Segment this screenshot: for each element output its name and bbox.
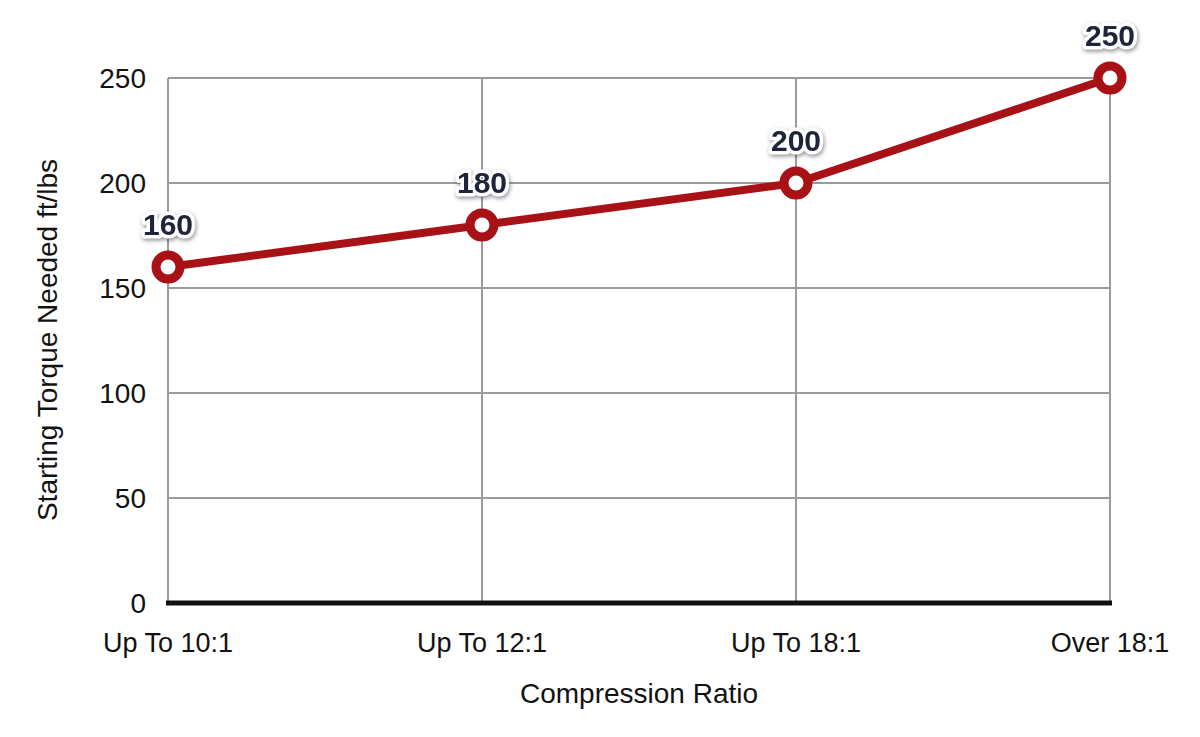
y-tick-label: 250 [99, 63, 146, 94]
data-point-label: 250 [1085, 19, 1135, 52]
data-point-marker [470, 213, 494, 237]
data-point-marker [156, 255, 180, 279]
torque-line-chart-page: 0 50 100 150 200 250 Up To 10:1 Up To 12:1 Up To… [0, 0, 1200, 737]
y-axis-title: Starting Torque Needed ft/lbs [32, 159, 64, 521]
data-point-marker [1098, 66, 1122, 90]
y-tick-label: 50 [115, 483, 146, 514]
y-tick-label: 100 [99, 378, 146, 409]
y-tick-label: 200 [99, 168, 146, 199]
data-point-marker [784, 171, 808, 195]
data-point-label: 160 [143, 208, 193, 241]
y-tick-label: 150 [99, 273, 146, 304]
series-line [168, 78, 1110, 267]
data-point-label: 200 [771, 124, 821, 157]
data-point-label: 180 [457, 166, 507, 199]
chart-svg: 0 50 100 150 200 250 Up To 10:1 Up To 12:1 Up To… [0, 0, 1200, 737]
y-tick-label: 0 [130, 588, 146, 619]
x-tick-label: Over 18:1 [1051, 628, 1170, 658]
x-tick-label: Up To 18:1 [731, 628, 861, 658]
x-tick-label: Up To 10:1 [103, 628, 233, 658]
x-axis-title: Compression Ratio [520, 678, 758, 710]
x-tick-label: Up To 12:1 [417, 628, 547, 658]
